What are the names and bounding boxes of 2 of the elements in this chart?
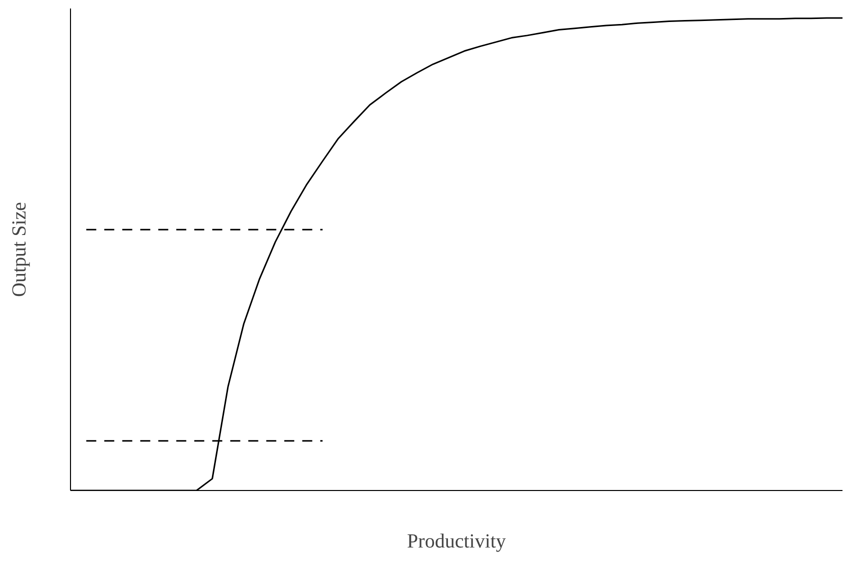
x-axis-title: Productivity: [407, 530, 506, 552]
y-axis-title: Output Size: [8, 202, 30, 297]
